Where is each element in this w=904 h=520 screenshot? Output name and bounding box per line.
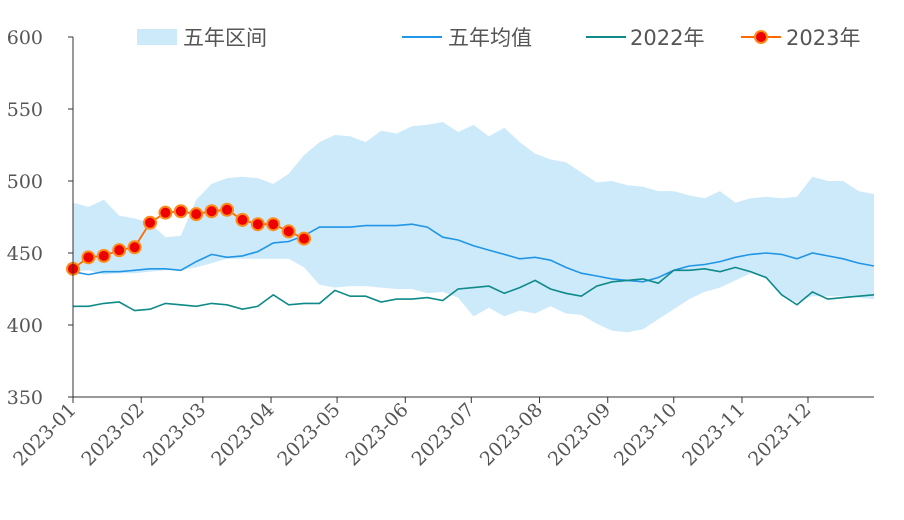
x-tick-label: 2023-10 [610, 399, 681, 470]
legend-swatch-band [137, 29, 177, 45]
series-point [127, 240, 142, 255]
series-layer [66, 202, 875, 312]
series-point [281, 224, 296, 239]
series-2 [66, 202, 312, 276]
legend-label-series-1: 2022年 [630, 26, 704, 50]
y-tick-label: 400 [7, 315, 43, 337]
series-point [250, 217, 265, 232]
x-tick-label: 2023-12 [744, 399, 815, 470]
plot-area [66, 122, 875, 333]
y-axis-ticks: 350 400 450 500 550 600 [7, 27, 73, 409]
legend-label-series-2: 2023年 [786, 26, 860, 50]
x-tick-label: 2023-01 [9, 399, 80, 470]
series-point [297, 231, 312, 246]
five-year-range-band [73, 122, 874, 333]
series-point [112, 243, 127, 258]
y-tick-label: 500 [7, 171, 43, 193]
legend-label-band: 五年区间 [183, 26, 267, 50]
series-point [96, 248, 111, 263]
legend-item-series-2: 2023年 [741, 26, 860, 50]
legend-item-series-0: 五年均值 [402, 26, 532, 50]
legend-label-series-0: 五年均值 [448, 26, 532, 50]
series-line-0 [72, 223, 875, 283]
legend-marker-series-2 [754, 30, 768, 44]
series-point [81, 250, 96, 265]
y-tick-label: 550 [7, 99, 43, 121]
series-line-2 [72, 208, 305, 270]
x-tick-label: 2023-03 [139, 399, 210, 470]
series-point [143, 215, 158, 230]
series-point [235, 212, 250, 227]
series-line-1 [73, 266, 875, 312]
legend: 五年区间 五年均值 2022年 2023年 [137, 26, 860, 50]
y-tick-label: 350 [7, 387, 43, 409]
x-tick-label: 2023-06 [341, 399, 412, 470]
axes [72, 37, 874, 398]
x-tick-label: 2023-02 [77, 399, 148, 470]
x-tick-label: 2023-04 [207, 399, 278, 470]
series-0 [72, 223, 875, 283]
x-tick-label: 2023-07 [407, 399, 478, 470]
series-point [189, 207, 204, 222]
x-tick-label: 2023-08 [476, 399, 547, 470]
series-point [204, 204, 219, 219]
y-tick-label: 450 [7, 243, 43, 265]
series-point [220, 202, 235, 217]
legend-item-series-1: 2022年 [586, 26, 704, 50]
series-point [173, 204, 188, 219]
y-tick-label: 600 [7, 27, 43, 49]
legend-item-band: 五年区间 [137, 26, 267, 50]
x-tick-label: 2023-09 [544, 399, 615, 470]
x-tick-label: 2023-11 [678, 399, 749, 470]
series-1 [73, 266, 875, 312]
x-axis-ticks: 2023-012023-022023-032023-042023-052023-… [9, 397, 816, 470]
series-point [158, 205, 173, 220]
series-point [266, 217, 281, 232]
x-tick-label: 2023-05 [273, 399, 344, 470]
